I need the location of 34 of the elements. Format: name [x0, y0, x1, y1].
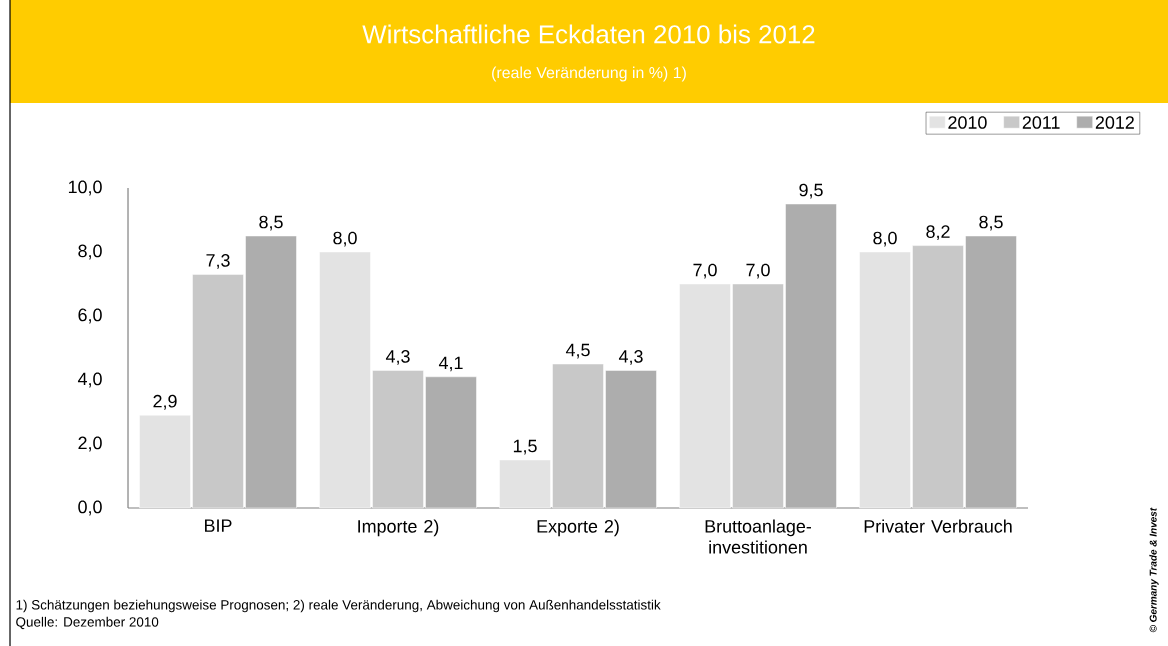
- y-tick-label: 0,0: [78, 500, 102, 516]
- data-label: 4,3: [385, 350, 410, 365]
- chart-title: Wirtschaftliche Eckdaten 2010 bis 2012: [362, 24, 815, 44]
- y-tick-label: 8,0: [78, 244, 102, 260]
- data-label: 8,5: [259, 215, 283, 231]
- x-tick-label: Privater Verbrauch: [864, 519, 1012, 533]
- chart-subtitle: (reale Veränderung in %) 1): [492, 66, 686, 82]
- data-label: 9,5: [799, 183, 823, 199]
- y-tick-label: 10,0: [68, 180, 102, 196]
- data-label: 4,1: [438, 356, 463, 372]
- data-label: 8,2: [926, 225, 950, 241]
- text: 1) Schätzungen beziehungsweise Prognosen; 2) reale Veränderung, Abweichung von Außenhandelsstatistik: [16, 599, 661, 613]
- x-tick-label: Importe 2): [358, 519, 439, 537]
- data-label: 7,0: [693, 263, 717, 279]
- y-tick-label: 6,0: [78, 308, 102, 324]
- legend-label: 2011: [1022, 116, 1060, 129]
- data-label: 2,9: [153, 394, 177, 410]
- text: © Germany Trade & Invest: [1149, 507, 1159, 633]
- legend-label: 2010: [948, 116, 987, 129]
- legend-label: 2012: [1095, 116, 1134, 129]
- data-label: 7,3: [206, 254, 230, 269]
- data-label: 1,5: [513, 439, 537, 455]
- x-tick-label: Bruttoanlage-investitionen: [705, 519, 812, 554]
- data-label: 8,0: [873, 231, 897, 247]
- y-tick-label: 4,0: [77, 372, 102, 388]
- data-label: 8,5: [979, 215, 1003, 231]
- data-label: 4,5: [565, 343, 590, 359]
- x-tick-label: Exporte 2): [537, 519, 619, 537]
- x-tick-label: BIP: [205, 519, 232, 532]
- y-tick-label: 2,0: [78, 436, 102, 452]
- data-label: 8,0: [333, 231, 357, 247]
- data-label: 7,0: [746, 263, 770, 279]
- data-label: 4,3: [618, 350, 643, 365]
- source-note: Quelle: Dezember 2010: [16, 616, 159, 630]
